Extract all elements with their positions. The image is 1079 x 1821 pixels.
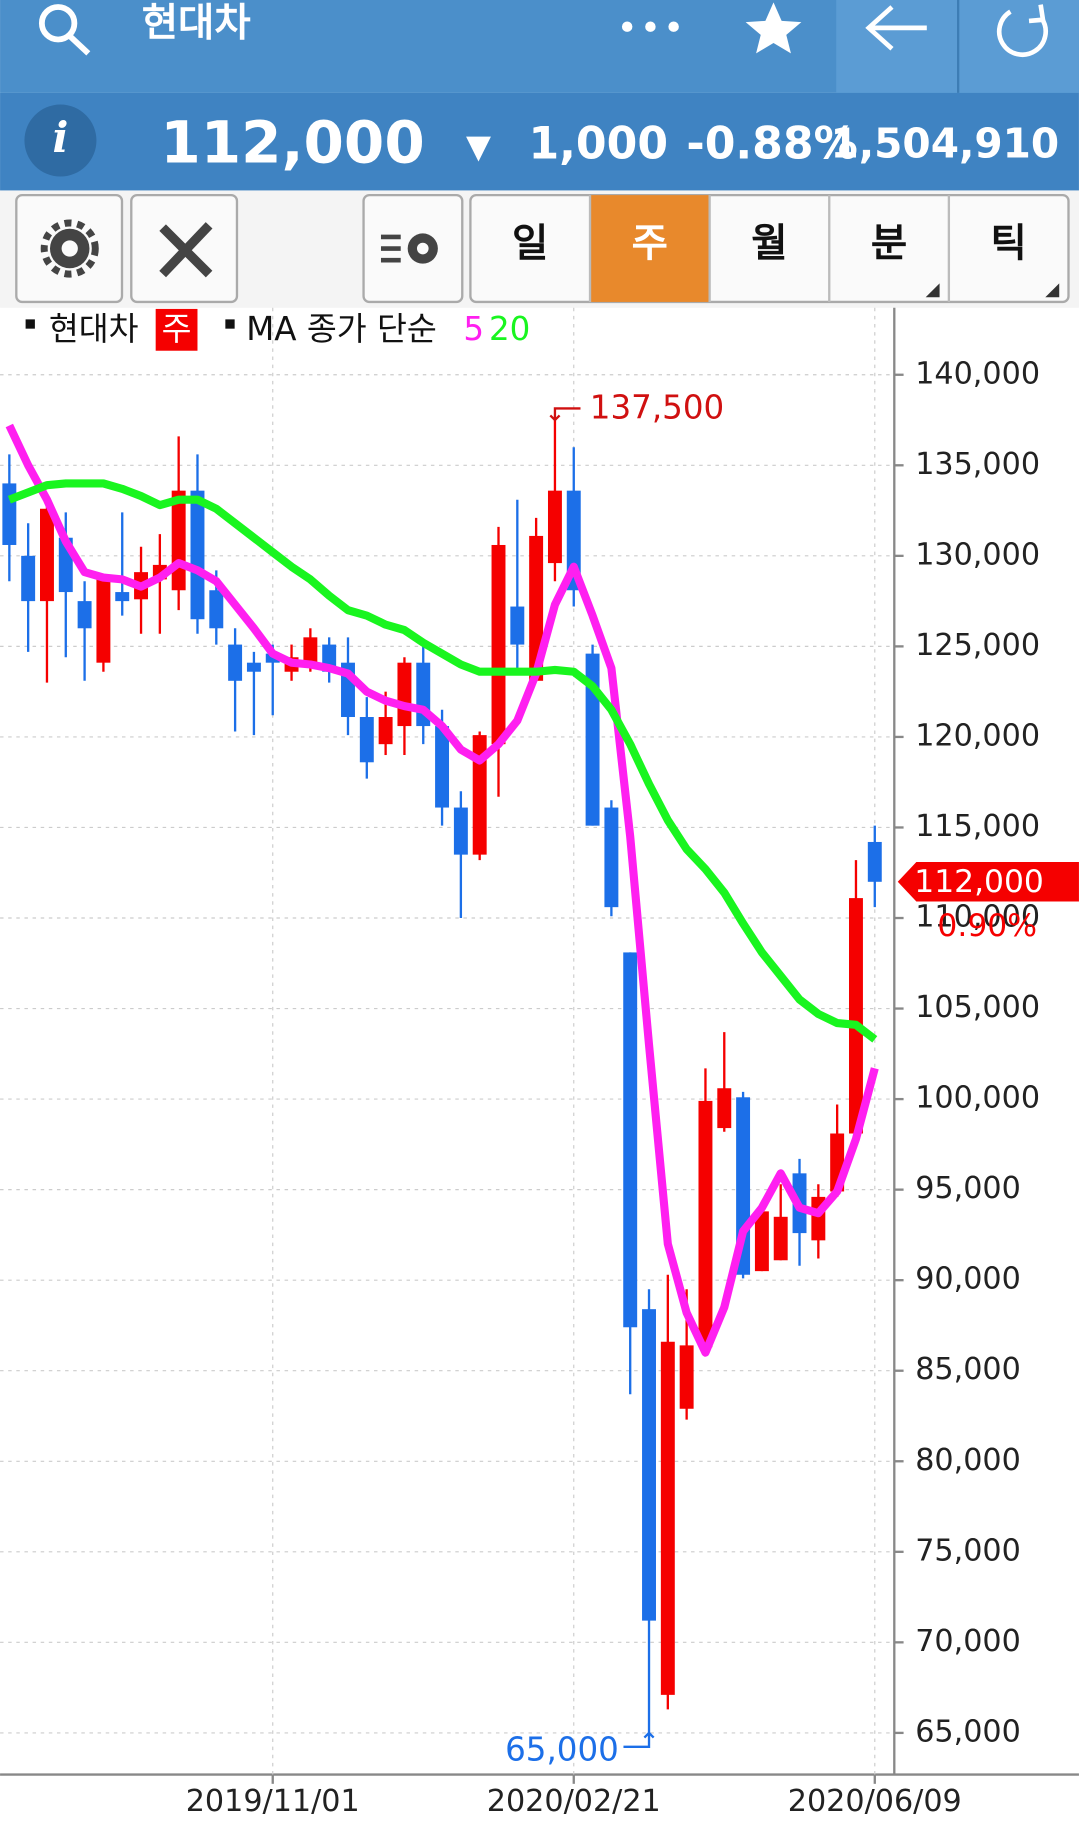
candle-body <box>265 653 280 663</box>
candle-body <box>378 717 393 745</box>
candle-body <box>491 544 506 745</box>
more-icon[interactable] <box>621 21 679 32</box>
annotation-arrow <box>549 407 581 422</box>
candle-body <box>209 590 224 629</box>
ma-line <box>5 423 879 1357</box>
y-tick-label: 135,000 <box>915 447 1040 482</box>
candle-body <box>453 807 468 855</box>
candle-body <box>529 535 544 681</box>
candle-body <box>717 1088 732 1129</box>
candle-body <box>228 644 243 681</box>
candle-body <box>303 637 318 663</box>
x-tick-label: 2020/02/21 <box>487 1784 661 1819</box>
period-tab[interactable]: 주 <box>632 221 668 267</box>
candle-body <box>435 726 450 808</box>
y-tick-label: 140,000 <box>915 356 1040 391</box>
candle-body <box>96 579 111 663</box>
y-tick-label: 65,000 <box>915 1714 1021 1749</box>
y-tick-label: 90,000 <box>915 1262 1021 1297</box>
candle-body <box>171 490 186 591</box>
volume: 1,504,910 <box>830 119 1059 167</box>
y-tick-label: 100,000 <box>915 1081 1040 1116</box>
candle-body <box>359 717 374 763</box>
candle-body <box>472 735 487 855</box>
candle-body <box>547 490 562 564</box>
refresh-icon[interactable] <box>996 4 1048 57</box>
y-tick-label: 80,000 <box>915 1443 1021 1478</box>
y-tick-label: 120,000 <box>915 718 1040 753</box>
candle-body <box>698 1100 713 1348</box>
candle-body <box>21 555 36 602</box>
period-tab[interactable]: 일 <box>512 221 548 267</box>
star-icon[interactable] <box>745 2 802 54</box>
legend-marker <box>25 319 35 329</box>
price-change-label: 0.90% <box>937 908 1037 944</box>
change: 1,000 <box>528 118 668 169</box>
candle-body <box>849 898 863 1134</box>
candle-body <box>623 952 638 1328</box>
price-tag <box>897 862 1079 902</box>
price-bar <box>0 92 1079 191</box>
candle-body <box>397 662 412 727</box>
legend-stock: 현대차 <box>49 310 139 348</box>
indicator-settings-button[interactable] <box>362 193 464 304</box>
candle-body <box>604 807 619 908</box>
annotation-arrow <box>623 1731 655 1748</box>
y-tick-label: 125,000 <box>915 628 1040 663</box>
period-tab[interactable]: 틱 <box>991 221 1027 267</box>
change-arrow: ▼ <box>466 128 491 166</box>
candle-body <box>2 483 17 545</box>
info-icon: i <box>52 113 68 162</box>
candle-body <box>660 1341 675 1695</box>
candle-body <box>77 601 92 629</box>
tools-button[interactable] <box>130 193 239 304</box>
y-tick-label: 110,000 <box>915 900 1040 935</box>
price-tag-label: 112,000 <box>914 864 1044 900</box>
legend-title: MA 종가 단순 <box>246 310 437 348</box>
x-tick-label: 2019/11/01 <box>186 1784 360 1819</box>
candle-body <box>867 841 882 882</box>
candle-body <box>246 662 261 672</box>
candle-body <box>642 1309 656 1621</box>
candle-body <box>773 1216 788 1261</box>
annotation-label: 137,500 <box>590 389 724 427</box>
change-percent: -0.88% <box>686 118 857 169</box>
legend-period: 주 <box>162 310 192 348</box>
y-tick-label: 85,000 <box>915 1352 1021 1387</box>
x-tick-label: 2020/06/09 <box>788 1784 962 1819</box>
y-tick-label: 130,000 <box>915 537 1040 572</box>
legend-ma: 5 <box>463 310 484 348</box>
candle-body <box>190 490 205 620</box>
app-title: 현대차 <box>142 0 251 46</box>
settings-button[interactable] <box>15 193 124 304</box>
y-tick-label: 115,000 <box>915 809 1040 844</box>
y-tick-label: 95,000 <box>915 1171 1021 1206</box>
candle-body <box>754 1211 769 1272</box>
info-button[interactable] <box>24 104 97 177</box>
annotation-label: 65,000 <box>505 1730 619 1768</box>
back-icon[interactable] <box>865 5 927 51</box>
y-tick-label: 70,000 <box>915 1624 1021 1659</box>
search-icon[interactable] <box>38 4 91 56</box>
legend-ma: 20 <box>489 310 530 348</box>
period-tab[interactable]: 월 <box>751 221 787 267</box>
candle-body <box>115 592 130 602</box>
candle-body <box>510 606 525 645</box>
y-tick-label: 75,000 <box>915 1533 1021 1568</box>
legend-marker <box>225 319 235 329</box>
period-badge <box>155 308 198 351</box>
period-tab[interactable]: 분 <box>871 221 907 267</box>
y-tick-label: 105,000 <box>915 990 1040 1025</box>
ma-line <box>7 479 878 1043</box>
current-price: 112,000 <box>160 108 424 176</box>
candle-body <box>40 508 54 602</box>
candle-body <box>679 1345 694 1409</box>
tab-selected-bg <box>590 195 710 302</box>
